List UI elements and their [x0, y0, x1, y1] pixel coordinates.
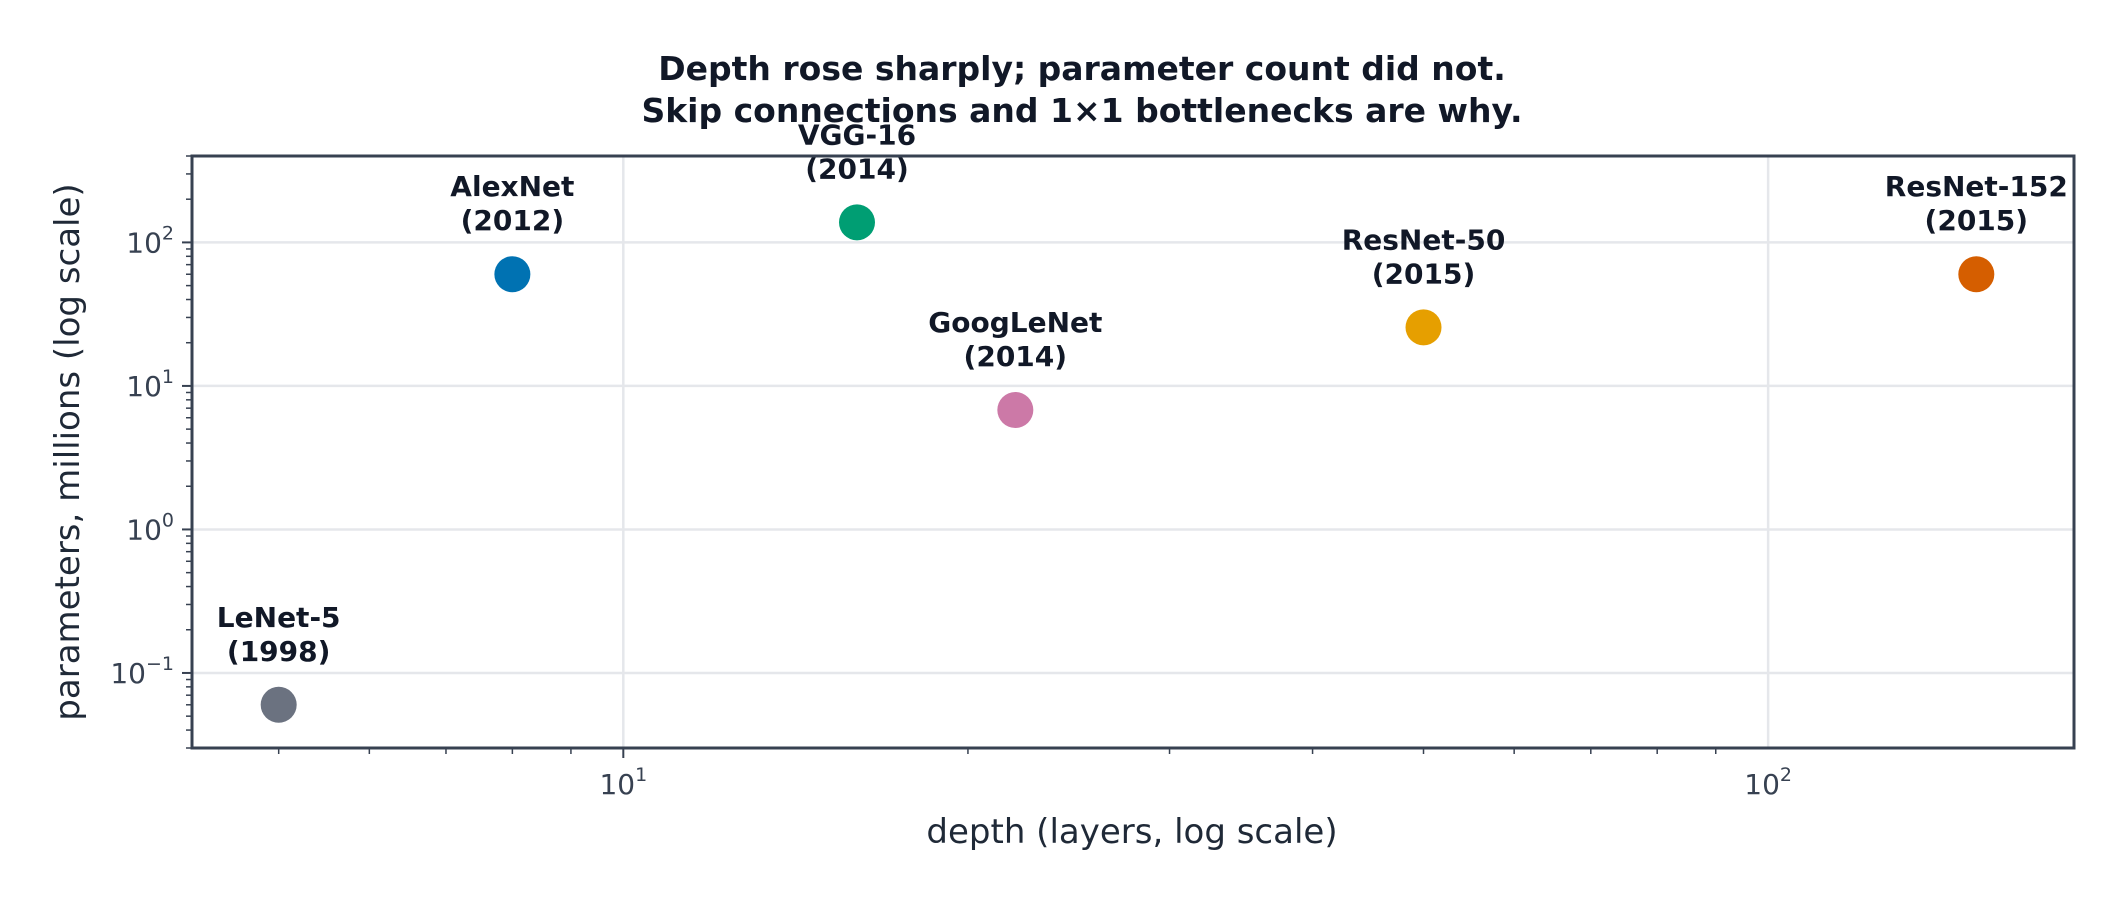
grid [192, 156, 2074, 748]
axis-ticks: 101 102 10−1 100 101 102 [110, 155, 1792, 801]
point-resnet-50 [1405, 309, 1442, 346]
y-tick-label-1: 100 [126, 509, 174, 546]
point-label-resnet-50: ResNet-50 [1342, 223, 1506, 256]
point-vgg-16 [838, 204, 875, 241]
x-axis-label: depth (layers, log scale) [926, 812, 1337, 852]
data-points: LeNet-5(1998)AlexNet(2012)VGG-16(2014)Go… [217, 118, 2068, 723]
point-year-lenet-5: (1998) [227, 635, 331, 668]
point-year-googlenet: (2014) [964, 340, 1068, 373]
point-googlenet [997, 391, 1034, 428]
y-tick-label-0: 10−1 [110, 653, 174, 690]
point-label-lenet-5: LeNet-5 [217, 601, 341, 634]
point-label-resnet-152: ResNet-152 [1885, 170, 2068, 203]
x-tick-label-0: 101 [599, 764, 647, 801]
point-resnet-152 [1958, 256, 1995, 293]
y-tick-label-3: 102 [126, 222, 174, 259]
y-axis-label: parameters, millions (log scale) [48, 183, 88, 720]
point-label-vgg-16: VGG-16 [798, 118, 916, 151]
point-alexnet [494, 256, 531, 293]
y-tick-label-2: 101 [126, 366, 174, 403]
point-year-resnet-50: (2015) [1372, 257, 1476, 290]
plot-frame [190, 154, 2076, 750]
x-tick-label-1: 102 [1744, 764, 1792, 801]
point-year-alexnet: (2012) [461, 204, 565, 237]
point-label-alexnet: AlexNet [450, 170, 574, 203]
chart-title-line-1: Depth rose sharply; parameter count did … [658, 49, 1506, 88]
point-label-googlenet: GoogLeNet [928, 306, 1102, 339]
point-year-resnet-152: (2015) [1925, 204, 2029, 237]
point-year-vgg-16: (2014) [805, 152, 909, 185]
point-lenet-5 [260, 686, 297, 723]
chart-title-line-2: Skip connections and 1×1 bottlenecks are… [641, 91, 1522, 130]
